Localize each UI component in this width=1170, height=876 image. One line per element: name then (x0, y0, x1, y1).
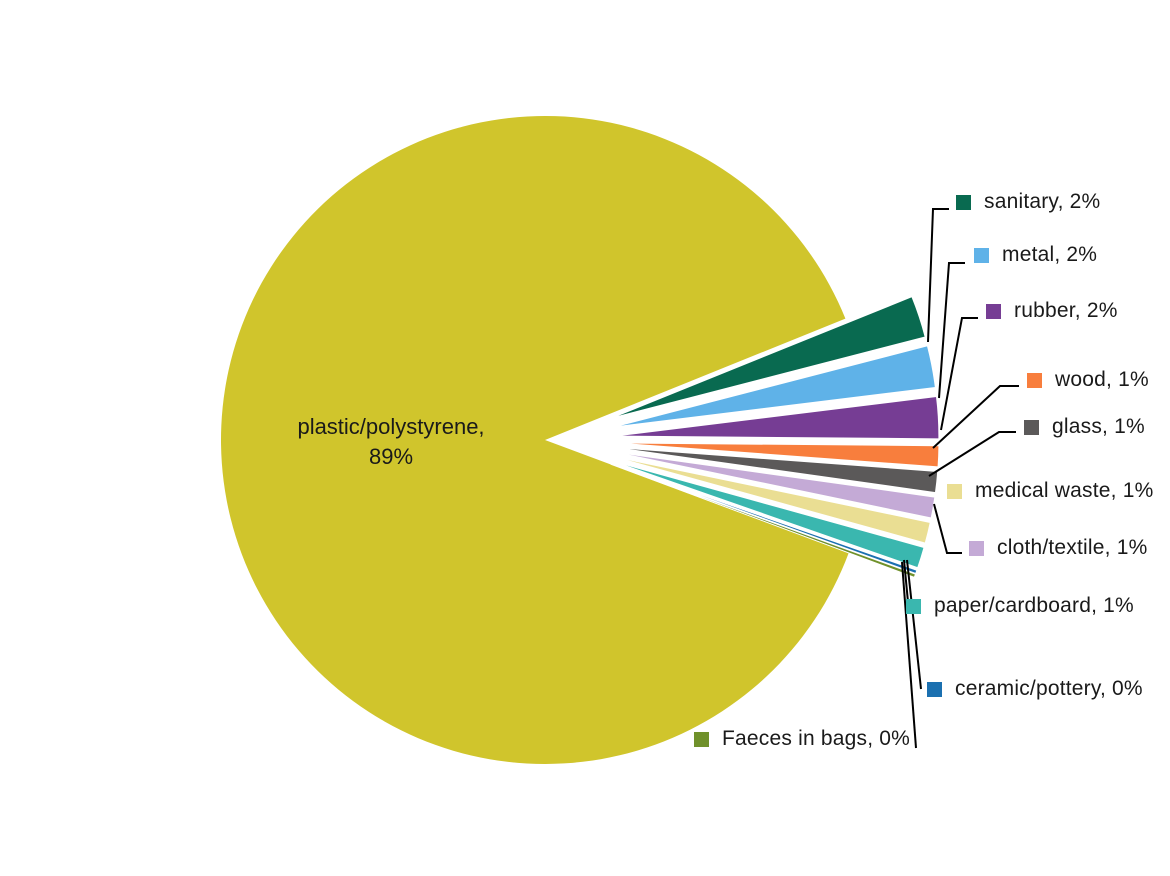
data-label-ceramic-pottery: ceramic/pottery, 0% (927, 677, 1143, 701)
data-label-text-line: 89% (368, 444, 414, 469)
sanitary-marker-icon (956, 194, 971, 210)
data-label-text: sanitary, 2% (984, 190, 1101, 213)
leader-line-glass (928, 431, 1016, 477)
data-label-wood: wood, 1% (1027, 368, 1149, 392)
medical-waste-marker-icon (947, 483, 962, 499)
data-label-text: metal, 2% (1002, 243, 1098, 266)
pie-slice-wood (614, 442, 940, 468)
leader-line-wood (932, 385, 1019, 449)
leader-line-paper-cardboard (903, 559, 909, 603)
data-label-text: wood, 1% (1055, 368, 1149, 391)
data-label-sanitary: sanitary, 2% (956, 190, 1100, 214)
rubber-marker-icon (986, 303, 1001, 319)
data-label-metal: metal, 2% (974, 243, 1097, 267)
data-label-text: Faeces in bags, 0% (722, 727, 911, 750)
pie-slice-faeces-in-bags (610, 463, 917, 578)
leader-line-faeces-in-bags (901, 561, 917, 749)
glass-marker-icon (1024, 419, 1039, 435)
data-label-rubber: rubber, 2% (986, 299, 1118, 323)
data-label-text: rubber, 2% (1014, 299, 1118, 322)
data-label-plastic-polystyrene: plastic/polystyrene, 89% (297, 412, 484, 472)
wood-marker-icon (1027, 372, 1042, 388)
pie-slice-medical-waste (612, 456, 931, 544)
pie-slice-paper-cardboard (611, 460, 925, 569)
cloth-textile-marker-icon (969, 540, 984, 556)
data-label-text: glass, 1% (1052, 415, 1145, 438)
data-label-medical-waste: medical waste, 1% (947, 479, 1153, 503)
pie-slice-sanitary (611, 296, 926, 419)
leader-line-ceramic-pottery (906, 559, 922, 690)
data-label-glass: glass, 1% (1024, 415, 1145, 439)
data-label-text: medical waste, 1% (975, 479, 1154, 502)
data-label-cloth-textile: cloth/textile, 1% (969, 536, 1147, 560)
paper-cardboard-marker-icon (906, 598, 921, 614)
leader-line-sanitary (927, 208, 949, 343)
leader-line-rubber (940, 317, 978, 431)
leader-line-cloth-textile (933, 503, 962, 554)
faeces-in-bags-marker-icon (694, 731, 709, 747)
leader-line-metal (938, 262, 965, 399)
pie-slice-cloth-textile (613, 451, 936, 519)
pie-slice-plastic-polystyrene (220, 115, 849, 764)
pie-slice-rubber (614, 395, 940, 440)
metal-marker-icon (974, 247, 989, 263)
data-label-text: cloth/textile, 1% (997, 536, 1148, 559)
ceramic-pottery-marker-icon (927, 681, 942, 697)
data-label-paper-cardboard: paper/cardboard, 1% (906, 594, 1134, 618)
pie-slice-ceramic-pottery (610, 462, 918, 575)
data-label-text-line: plastic/polystyrene, (297, 414, 485, 439)
data-label-text: ceramic/pottery, 0% (955, 677, 1143, 700)
data-label-faeces-in-bags: Faeces in bags, 0% (694, 727, 910, 751)
data-label-text: paper/cardboard, 1% (934, 594, 1134, 617)
pie-slice-metal (613, 345, 936, 428)
